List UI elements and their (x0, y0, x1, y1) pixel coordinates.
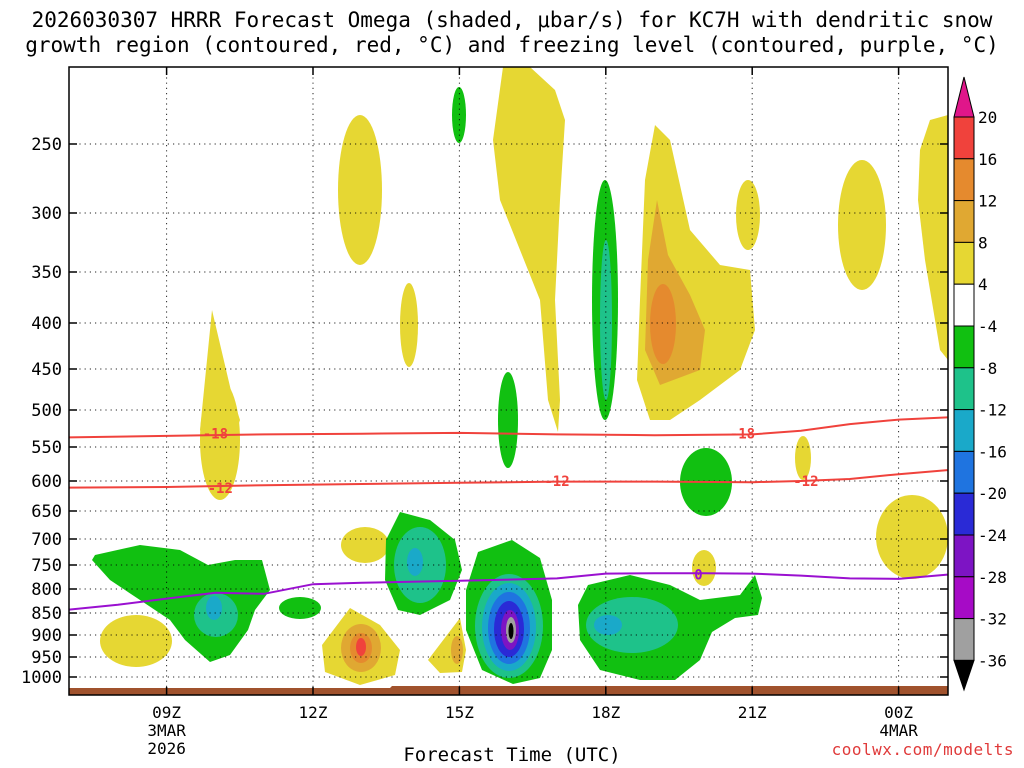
x-tick-label: 21Z (738, 703, 767, 722)
contour-label: 0 (694, 568, 702, 584)
omega-shade (876, 495, 948, 579)
omega-shade (341, 527, 389, 563)
y-tick-label: 450 (31, 360, 62, 380)
chart-title: 2026030307 HRRR Forecast Omega (shaded, … (0, 8, 1024, 58)
x-axis-title: Forecast Time (UTC) (403, 744, 621, 766)
omega-shade (400, 283, 418, 367)
omega-shade (493, 67, 565, 432)
colorbar-label: -4 (978, 317, 997, 336)
colorbar-segment (953, 200, 975, 243)
y-tick-label: 800 (31, 580, 62, 600)
colorbar-segment (953, 283, 975, 327)
colorbar-arrow-top (953, 76, 975, 118)
colorbar-segment (953, 158, 975, 202)
x-tick-label: 12Z (299, 703, 328, 722)
omega-shade (736, 180, 760, 250)
title-line-2: growth region (contoured, red, °C) and f… (25, 33, 999, 57)
colorbar-segment (953, 116, 975, 160)
colorbar-label: -16 (978, 442, 1007, 461)
colorbar-segment (953, 492, 975, 536)
omega-shade (650, 284, 676, 364)
x-tick-sublabel: 4MAR (879, 721, 918, 740)
omega-shade (586, 597, 678, 653)
y-tick-label: 900 (31, 626, 62, 646)
colorbar-label: -20 (978, 484, 1007, 503)
colorbar-segment (953, 618, 975, 661)
colorbar-segment (953, 241, 975, 285)
plot-frame (68, 66, 949, 696)
y-tick-label: 300 (31, 204, 62, 224)
y-tick-label: 1000 (21, 668, 62, 688)
x-tick-sublabel: 2026 (147, 739, 186, 758)
omega-shade (279, 597, 321, 619)
y-tick-label: 500 (31, 401, 62, 421)
x-tick-label: 00Z (884, 703, 913, 722)
title-line-1: 2026030307 HRRR Forecast Omega (shaded, … (31, 8, 993, 32)
colorbar-label: 8 (978, 233, 988, 252)
omega-shade (206, 596, 222, 620)
omega-shade (451, 636, 463, 664)
colorbar-label: 12 (978, 192, 997, 211)
omega-shade (692, 550, 716, 586)
y-tick-label: 550 (31, 438, 62, 458)
y-tick-label: 950 (31, 648, 62, 668)
colorbar-label: -12 (978, 401, 1007, 420)
x-tick-label: 09Z (152, 703, 181, 722)
colorbar-segment (953, 367, 975, 411)
y-tick-label: 850 (31, 604, 62, 624)
y-tick-label: 600 (31, 472, 62, 492)
contour-label: -12 (544, 474, 569, 490)
omega-shade (594, 615, 622, 635)
omega-shade (407, 548, 423, 576)
credit-text: coolwx.com/modelts (831, 740, 1014, 759)
colorbar-segment (953, 534, 975, 578)
y-tick-label: 650 (31, 502, 62, 522)
colorbar-segment (953, 409, 975, 452)
colorbar-label: 4 (978, 275, 988, 294)
contour-label: -12 (208, 481, 233, 497)
y-tick-label: 400 (31, 314, 62, 334)
colorbar-label: -32 (978, 610, 1007, 629)
contour-label: -18 (203, 427, 228, 443)
isotherm-minus18-line (69, 416, 948, 439)
omega-shade (498, 372, 518, 468)
omega-shade (838, 160, 886, 290)
contour-label: -12 (793, 474, 818, 490)
omega-shade (600, 240, 612, 400)
colorbar-segment (953, 450, 975, 494)
colorbar-segment (953, 576, 975, 620)
isotherm-minus12-line (69, 469, 948, 489)
colorbar-label: -24 (978, 526, 1007, 545)
omega-shade (100, 615, 172, 667)
y-tick-label: 250 (31, 135, 62, 155)
omega-shade (795, 436, 811, 480)
ground-surface (69, 686, 948, 695)
colorbar-label: -8 (978, 359, 997, 378)
colorbar-segment (953, 325, 975, 369)
colorbar-label: -28 (978, 568, 1007, 587)
omega-shade (918, 115, 948, 360)
y-tick-label: 700 (31, 530, 62, 550)
omega-shade (200, 310, 240, 460)
x-tick-label: 18Z (591, 703, 620, 722)
colorbar-label: 20 (978, 108, 997, 127)
omega-shade (508, 623, 514, 639)
contour-label: -18 (730, 427, 755, 443)
colorbar-arrow-bottom (953, 659, 975, 692)
colorbar-label: -36 (978, 651, 1007, 670)
x-tick-sublabel: 3MAR (147, 721, 186, 740)
omega-shade (338, 115, 382, 265)
x-tick-label: 15Z (445, 703, 474, 722)
omega-shade (356, 638, 366, 656)
y-tick-label: 350 (31, 263, 62, 283)
colorbar-label: 16 (978, 150, 997, 169)
y-tick-label: 750 (31, 556, 62, 576)
freezing-level-line (69, 572, 948, 611)
